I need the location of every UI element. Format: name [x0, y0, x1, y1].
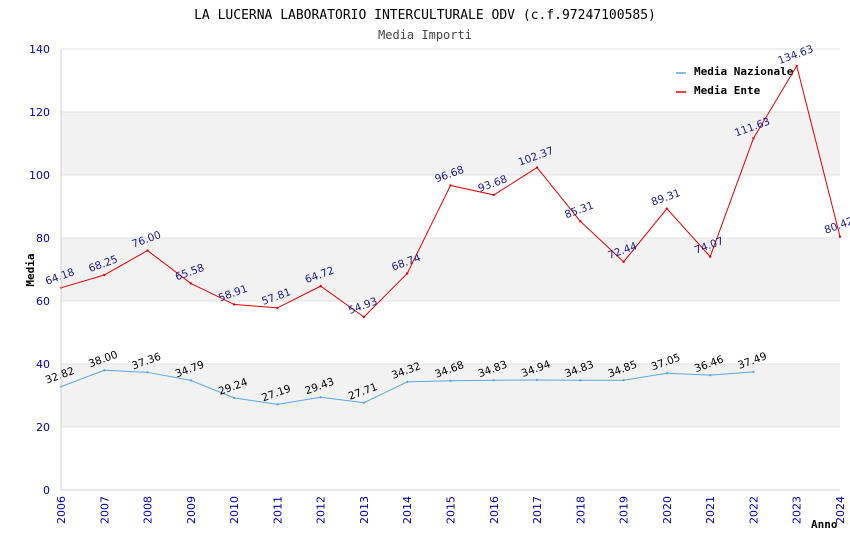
axes: [60, 49, 840, 491]
x-tick-label: 2019: [618, 496, 631, 524]
legend-label-ente: Media Ente: [694, 84, 761, 97]
data-point-ente: [276, 306, 279, 310]
x-tick-label: 2011: [271, 496, 284, 524]
data-point-ente: [362, 315, 366, 319]
data-point-ente: [406, 272, 409, 275]
data-point-nazionale: [362, 401, 366, 404]
series-lines: [59, 64, 842, 406]
data-point-ente: [232, 303, 236, 306]
band-5: [61, 112, 840, 175]
data-point-ente: [319, 284, 322, 288]
data-point-ente: [449, 184, 452, 187]
data-point-nazionale: [103, 369, 106, 372]
x-tick-label: 2021: [704, 496, 717, 524]
x-tick-label: 2015: [445, 496, 458, 524]
x-tick-label: 2006: [55, 496, 68, 524]
data-point-ente: [535, 166, 539, 169]
y-tick-labels: 0 20 40 60 80 100 120 140: [29, 43, 50, 497]
y-tick-label: 100: [29, 169, 50, 182]
y-tick-label: 80: [36, 232, 50, 245]
x-tick-label: 2022: [747, 496, 760, 524]
chart-title: LA LUCERNA LABORATORIO INTERCULTURALE OD…: [194, 8, 656, 23]
x-tick-label: 2020: [661, 496, 674, 524]
x-tick-label: 2007: [98, 496, 111, 524]
x-tick-label: 2008: [142, 496, 155, 524]
data-point-ente: [752, 137, 755, 140]
y-tick-label: 20: [36, 421, 50, 434]
x-tick-label: 2013: [358, 496, 371, 524]
data-point-nazionale: [492, 379, 495, 382]
y-tick-label: 120: [29, 106, 50, 119]
data-point-nazionale: [579, 379, 582, 382]
data-point-nazionale: [406, 380, 409, 384]
x-tick-label: 2023: [791, 496, 804, 524]
data-point-ente: [146, 249, 149, 252]
data-point-nazionale: [189, 379, 193, 382]
data-point-nazionale: [276, 403, 279, 406]
data-point-ente: [579, 220, 582, 223]
x-tick-labels: 2006 2007 2008 2009 2010 2011 2012 2013 2014 2015…: [55, 496, 847, 524]
data-point-nazionale: [622, 379, 625, 382]
legend-label-nazionale: Media Nazionale: [694, 65, 794, 78]
data-label-ente: 93.68: [477, 173, 509, 195]
x-tick-label: 2017: [531, 496, 544, 524]
data-point-ente: [189, 282, 193, 285]
data-label-ente: 89.31: [650, 187, 682, 209]
band-3: [61, 238, 840, 301]
chart-subtitle: Media Importi: [378, 28, 472, 42]
data-label-ente: 85.31: [563, 200, 595, 222]
y-tick-label: 140: [29, 43, 50, 56]
data-point-nazionale: [319, 396, 322, 399]
data-point-nazionale: [146, 371, 149, 374]
data-point-nazionale: [752, 370, 755, 374]
data-label-ente: 80.42: [823, 215, 850, 237]
legend: Media Nazionale Media Ente: [676, 65, 794, 97]
x-tick-label: 2024: [834, 496, 847, 524]
y-tick-label: 40: [36, 358, 50, 371]
data-point-ente: [103, 273, 106, 277]
data-point-nazionale: [708, 373, 712, 377]
data-point-ente: [492, 193, 495, 197]
x-tick-label: 2014: [401, 496, 414, 524]
x-tick-label: 2010: [228, 496, 241, 524]
data-point-ente: [795, 64, 798, 68]
data-label-ente: 134.63: [776, 43, 815, 67]
x-axis-label: Anno: [811, 518, 838, 531]
x-tick-label: 2012: [315, 496, 328, 524]
data-point-nazionale: [449, 379, 452, 382]
data-point-ente: [622, 260, 625, 264]
y-axis-label: Media: [24, 253, 37, 286]
data-point-ente: [665, 207, 669, 210]
data-point-ente: [838, 235, 842, 238]
y-tick-label: 60: [36, 295, 50, 308]
data-point-nazionale: [535, 378, 539, 382]
x-tick-label: 2016: [488, 496, 501, 524]
data-point-ente: [708, 255, 712, 258]
x-tick-label: 2018: [574, 496, 587, 524]
x-tick-label: 2009: [185, 496, 198, 524]
data-point-nazionale: [665, 372, 669, 375]
y-tick-label: 0: [43, 484, 50, 497]
data-point-nazionale: [232, 396, 236, 400]
